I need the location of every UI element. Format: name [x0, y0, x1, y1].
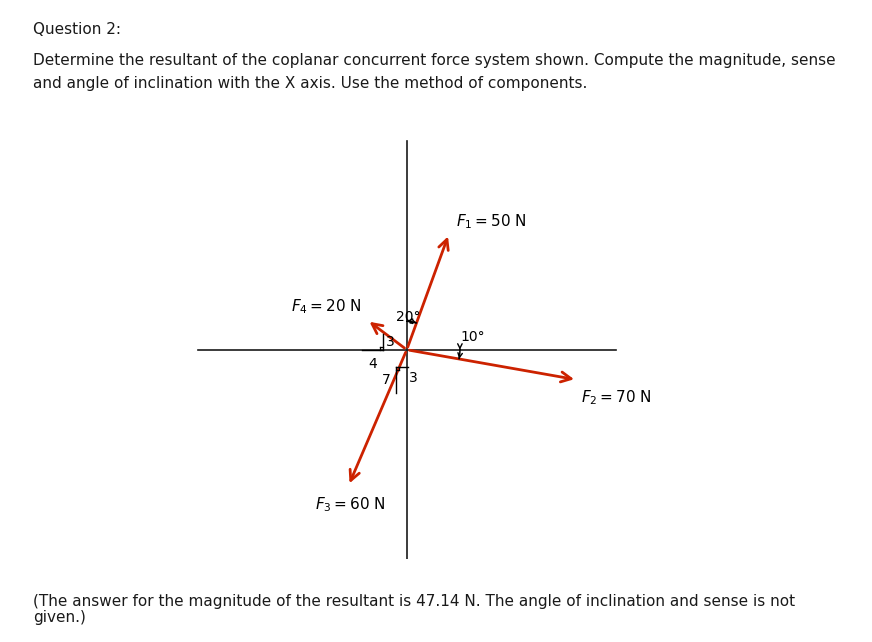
Text: 3: 3: [410, 370, 419, 385]
Text: 4: 4: [368, 356, 378, 370]
Text: and angle of inclination with the X axis. Use the method of components.: and angle of inclination with the X axis…: [33, 76, 588, 91]
Text: 3: 3: [386, 335, 395, 349]
Text: given.): given.): [33, 610, 86, 625]
Text: 10°: 10°: [460, 329, 485, 343]
Text: Determine the resultant of the coplanar concurrent force system shown. Compute t: Determine the resultant of the coplanar …: [33, 53, 835, 67]
Text: 7: 7: [382, 373, 391, 387]
Text: (The answer for the magnitude of the resultant is 47.14 N. The angle of inclinat: (The answer for the magnitude of the res…: [33, 594, 795, 609]
Text: $F_4 = 20$ N: $F_4 = 20$ N: [290, 298, 362, 317]
Text: $F_1 = 50$ N: $F_1 = 50$ N: [456, 212, 527, 230]
Text: 20°: 20°: [396, 309, 420, 324]
Text: $F_3 = 60$ N: $F_3 = 60$ N: [315, 496, 385, 514]
Text: Question 2:: Question 2:: [33, 22, 121, 37]
Text: $F_2 = 70$ N: $F_2 = 70$ N: [581, 388, 651, 407]
